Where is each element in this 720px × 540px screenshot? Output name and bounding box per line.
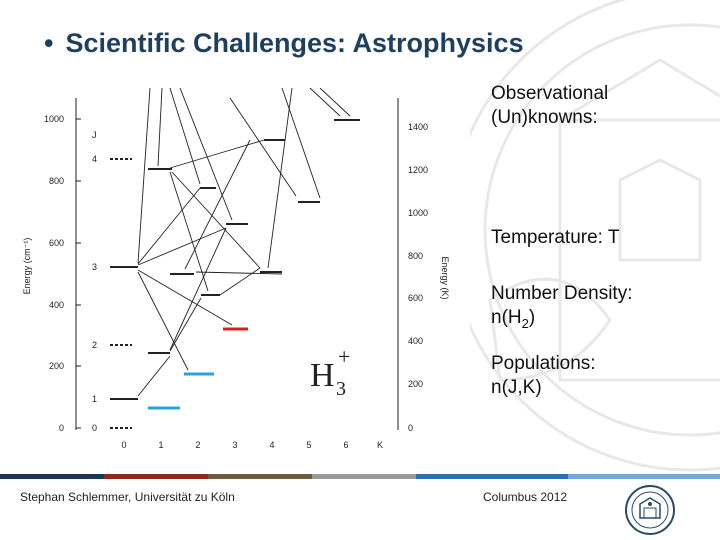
populations-formula: n(J,K) (491, 376, 542, 398)
j-label: 3 (92, 262, 97, 272)
footer-color-bar (0, 474, 720, 479)
j-label: 1 (92, 394, 97, 404)
footer-conference: Columbus 2012 (483, 490, 568, 504)
heading-line: Observational (491, 83, 609, 104)
x-tick-label: K (377, 440, 383, 450)
x-tick-label: 6 (343, 440, 348, 450)
right-tick-label: 800 (408, 251, 423, 261)
right-tick-label: 1400 (408, 122, 428, 132)
right-axis-title: Energy (K) (440, 256, 450, 299)
x-tick-label: 0 (121, 440, 126, 450)
x-tick-label: 5 (306, 440, 311, 450)
transition-arrows (137, 88, 351, 397)
university-seal-logo (625, 485, 675, 535)
j-label: 4 (92, 154, 97, 164)
left-tick-label: 1000 (44, 114, 64, 124)
svg-text:+: + (338, 344, 350, 369)
right-tick-label: 1000 (408, 208, 428, 218)
heading-line: (Un)knowns: (491, 107, 598, 128)
j-label: 2 (92, 340, 97, 350)
svg-text:3: 3 (336, 378, 346, 400)
svg-text:H: H (310, 357, 335, 394)
left-axis-title: Energy (cm⁻¹) (22, 238, 32, 295)
left-tick-label: 400 (49, 300, 64, 310)
right-tick-label: 600 (408, 293, 423, 303)
x-tick-label: 4 (269, 440, 274, 450)
title-bullet: • (44, 28, 54, 58)
populations-line: Populations: (491, 352, 596, 374)
footer-author: Stephan Schlemmer, Universität zu Köln (20, 490, 235, 504)
density-line: Number Density: (491, 283, 633, 304)
right-tick-label: 200 (408, 379, 423, 389)
energy-levels (113, 119, 360, 400)
temperature-text: Temperature: T (491, 227, 620, 248)
h3plus-label: H 3 + (310, 344, 350, 400)
density-formula: n(H2) (491, 307, 536, 331)
left-tick-label: 200 (49, 361, 64, 371)
observational-unknowns-panel: Observational (Un)knowns: Temperature: T… (491, 82, 701, 400)
left-tick-label: 600 (49, 238, 64, 248)
right-tick-label: 1200 (408, 165, 428, 175)
right-tick-label: 400 (408, 336, 423, 346)
title-text: Scientific Challenges: Astrophysics (65, 28, 524, 58)
slide-title: • Scientific Challenges: Astrophysics (44, 28, 524, 59)
x-tick-label: 1 (158, 440, 163, 450)
x-tick-label: 3 (232, 440, 237, 450)
j-label: 0 (92, 423, 97, 433)
x-tick-label: 2 (195, 440, 200, 450)
left-tick-label: 0 (59, 423, 64, 433)
right-tick-label: 0 (408, 423, 413, 433)
j-header-label: J (92, 130, 97, 140)
left-tick-label: 800 (49, 176, 64, 186)
energy-level-diagram: 1000 800 600 400 200 0 1400 1200 1000 80… (20, 88, 470, 460)
